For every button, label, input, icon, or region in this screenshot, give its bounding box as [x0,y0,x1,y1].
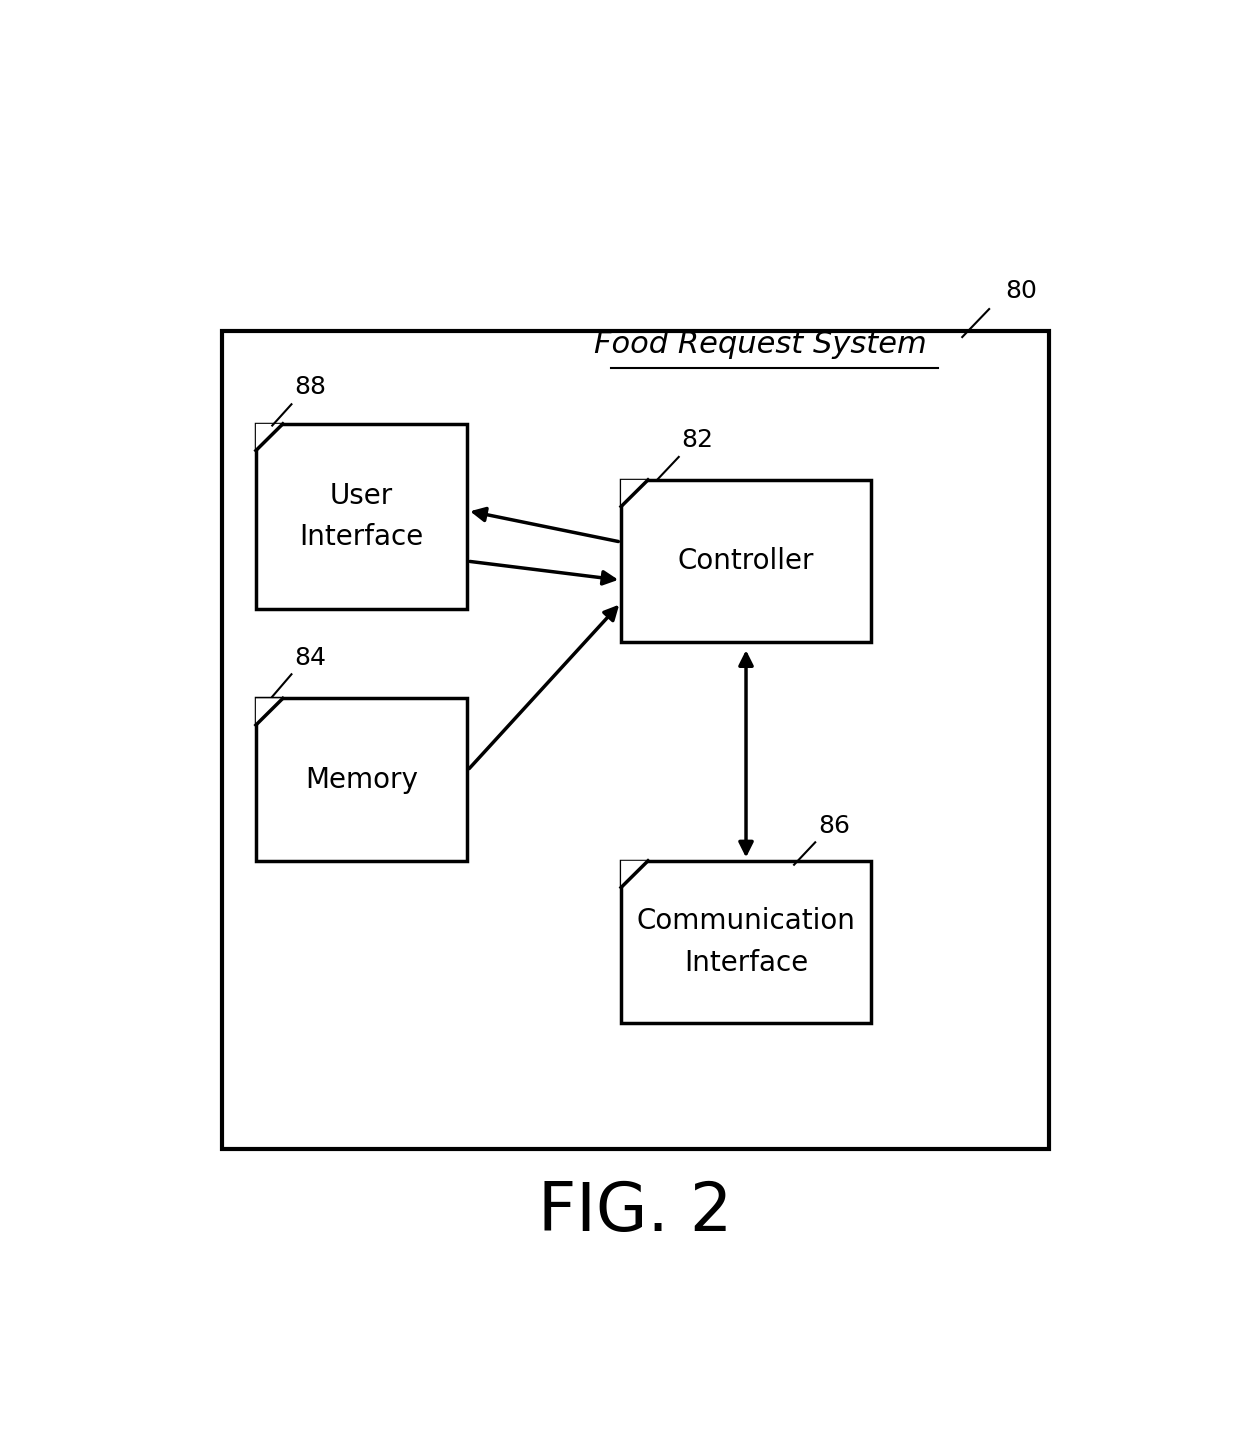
Text: 86: 86 [818,813,851,838]
Text: 88: 88 [294,375,326,399]
Text: 80: 80 [1006,279,1038,304]
Text: Memory: Memory [305,765,418,793]
Text: FIG. 2: FIG. 2 [538,1179,733,1244]
Polygon shape [621,480,649,506]
Text: Food Request System: Food Request System [594,330,926,359]
Polygon shape [621,861,649,888]
Bar [222,332,1049,1149]
Bar [255,698,467,861]
Text: Controller: Controller [678,547,815,575]
Text: Communication
Interface: Communication Interface [636,908,856,976]
Text: 82: 82 [682,428,714,453]
Text: User
Interface: User Interface [300,482,424,551]
Bar [621,861,870,1023]
Polygon shape [255,698,283,725]
Text: 84: 84 [294,646,326,669]
Polygon shape [255,423,283,451]
Bar [255,423,467,608]
Bar [621,480,870,642]
